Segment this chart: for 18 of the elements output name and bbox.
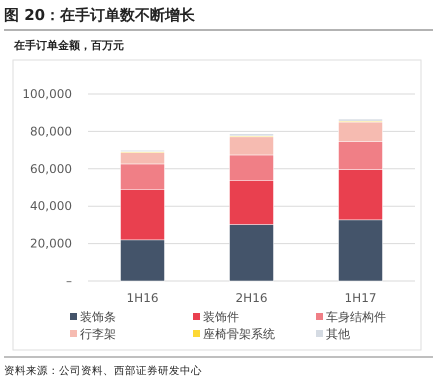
chart-title: 图 20：在手订单数不断增长	[4, 6, 196, 24]
y-tick-label: 20,000	[30, 236, 72, 251]
y-tick-label: 80,000	[30, 124, 72, 138]
x-tick-label: 1H17	[344, 291, 376, 305]
y-tick-label: 100,000	[22, 87, 72, 101]
y-tick-label: 40,000	[30, 199, 72, 214]
text: 资料来源：公司资料、西部证券研发中心	[4, 364, 202, 377]
legend-label: 车身结构件	[326, 310, 386, 324]
y-tick-label: 60,000	[30, 162, 72, 176]
legend-label: 其他	[326, 327, 350, 341]
legend-label: 座椅骨架系统	[203, 327, 275, 341]
legend-label: 装饰件	[203, 310, 239, 324]
x-tick-label: 1H16	[126, 291, 158, 305]
legend-label: 行李架	[80, 327, 116, 341]
x-tick-label: 2H16	[236, 291, 268, 305]
legend-label: 装饰条	[80, 310, 116, 324]
chart-subtitle: 在手订单金额，百万元	[13, 39, 124, 52]
y-tick-label: –	[66, 274, 72, 288]
